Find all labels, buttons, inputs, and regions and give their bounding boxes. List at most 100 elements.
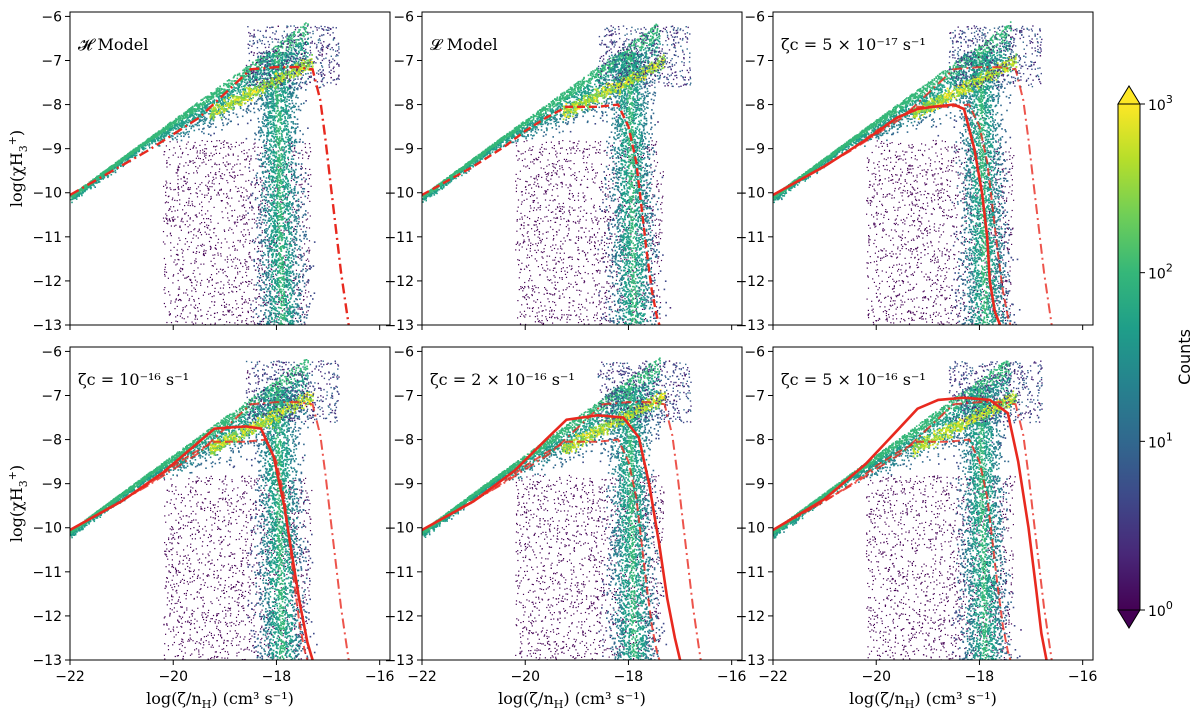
x-tick-label: −20	[861, 669, 891, 685]
y-tick-label: −8	[744, 98, 765, 114]
colorbar-bar	[1117, 103, 1141, 611]
y-tick-label: −10	[32, 521, 62, 537]
panel-2: −13 −12 −11 −10 −9 −8 −7 −6 𝓛 Model	[384, 9, 743, 334]
y-tick-label: −10	[384, 186, 414, 202]
y-tick-label: −9	[393, 477, 414, 493]
l-model-curve	[70, 438, 309, 660]
y-tick-label: −9	[744, 142, 765, 158]
y-tick-label: −6	[393, 344, 414, 360]
colorbar-extend-min	[1117, 609, 1141, 629]
l-model-curve	[422, 438, 661, 660]
panel-label: ζc = 5 × 10⁻¹⁷ s⁻¹	[781, 35, 926, 54]
x-tick-label: −16	[365, 669, 395, 685]
panel-label: ζc = 2 × 10⁻¹⁶ s⁻¹	[430, 370, 575, 389]
x-tick-label: −20	[510, 669, 540, 685]
colorbar: 100 101 102 103 Counts	[1117, 85, 1194, 629]
ionization-curve	[773, 396, 1048, 660]
colorbar-tick-label: 103	[1148, 93, 1173, 114]
y-tick-label: −6	[744, 9, 765, 25]
y-axis-label: log(χH3+)	[6, 465, 30, 542]
y-tick-label: −12	[32, 609, 62, 625]
panel-3: −13 −12 −11 −10 −9 −8 −7 −6 ζc = 5 × 10⁻¹⁷ s⁻¹	[735, 9, 1094, 334]
h-model-curve	[70, 65, 350, 325]
x-tick-label: −18	[965, 669, 995, 685]
x-tick-label: −18	[262, 669, 292, 685]
x-tick-label: −22	[758, 669, 788, 685]
y-tick-label: −7	[744, 388, 765, 404]
colorbar-tick-label: 102	[1148, 262, 1173, 283]
x-tick-label: −20	[158, 669, 188, 685]
x-tick-label: −22	[55, 669, 85, 685]
y-tick-label: −11	[32, 230, 62, 246]
y-tick-label: −7	[393, 388, 414, 404]
x-axis-label: log(ζ/nH) (cm³ s⁻¹)	[849, 689, 997, 711]
panel-5: −13 −12 −11 −10 −9 −8 −7 −6 −22 −20 −18 −16 ζc = 2 ×…	[384, 344, 746, 711]
l-model-curve	[773, 438, 1012, 660]
panel-label: ζc = 5 × 10⁻¹⁶ s⁻¹	[781, 370, 926, 389]
y-tick-label: −13	[384, 653, 414, 669]
y-tick-label: −13	[32, 653, 62, 669]
y-tick-label: −12	[384, 274, 414, 290]
histogram-cloud	[422, 23, 692, 325]
y-tick-label: −11	[735, 230, 765, 246]
panel-label: 𝓗 Model	[78, 35, 148, 54]
y-tick-label: −13	[384, 318, 414, 334]
panel-frame	[421, 346, 743, 661]
y-tick-label: −7	[41, 53, 62, 69]
panel-6: −13 −12 −11 −10 −9 −8 −7 −6 −22 −20 −18 −16 ζc = 5 ×…	[735, 344, 1097, 711]
x-axis-label: log(ζ/nH) (cm³ s⁻¹)	[498, 689, 646, 711]
y-tick-label: −10	[32, 186, 62, 202]
colorbar-tick-label: 101	[1148, 430, 1173, 451]
y-tick-label: −9	[41, 142, 62, 158]
y-tick-label: −11	[384, 230, 414, 246]
y-tick-label: −9	[744, 477, 765, 493]
x-axis-label: log(ζ/nH) (cm³ s⁻¹)	[146, 689, 294, 711]
ionization-curve	[773, 103, 1002, 325]
y-tick-label: −11	[32, 565, 62, 581]
x-tick-label: −16	[717, 669, 747, 685]
colorbar-label: Counts	[1175, 329, 1194, 385]
colorbar-extend-max	[1117, 85, 1141, 105]
y-tick-label: −11	[735, 565, 765, 581]
y-tick-label: −7	[393, 53, 414, 69]
panel-frame	[772, 11, 1094, 326]
y-tick-label: −12	[384, 609, 414, 625]
panel-frame	[421, 11, 743, 326]
y-tick-label: −10	[384, 521, 414, 537]
x-tick-label: −22	[407, 669, 437, 685]
y-tick-label: −13	[32, 318, 62, 334]
y-tick-label: −9	[41, 477, 62, 493]
colorbar-tick-label: 100	[1148, 599, 1173, 620]
y-tick-label: −6	[41, 344, 62, 360]
y-tick-label: −7	[41, 388, 62, 404]
ionization-curve	[70, 425, 314, 660]
ionization-curve	[422, 413, 682, 660]
l-model-curve	[422, 103, 661, 325]
histogram-cloud	[773, 21, 1043, 325]
y-tick-label: −13	[735, 318, 765, 334]
histogram-cloud	[422, 357, 692, 660]
y-tick-label: −6	[41, 9, 62, 25]
panels-group: −13−12−11−10−9−8−7−6𝓗 Modellog(χH3+)−13−…	[6, 9, 1098, 711]
histogram-cloud	[70, 22, 340, 325]
panel-frame	[69, 11, 391, 326]
y-tick-label: −8	[393, 98, 414, 114]
y-tick-label: −8	[41, 98, 62, 114]
panel-frame	[69, 346, 391, 661]
y-tick-label: −12	[32, 274, 62, 290]
y-tick-label: −6	[393, 9, 414, 25]
panel-1: −13 −12 −11 −10 −9 −8 −7 −6 𝓗 Model log(χH3+)	[6, 9, 391, 334]
y-tick-label: −8	[41, 433, 62, 449]
x-tick-label: −18	[614, 669, 644, 685]
y-tick-label: −9	[393, 142, 414, 158]
y-tick-label: −8	[393, 433, 414, 449]
y-tick-label: −10	[735, 521, 765, 537]
y-tick-label: −10	[735, 186, 765, 202]
y-tick-label: −12	[735, 609, 765, 625]
panel-4: −13 −12 −11 −10 −9 −8 −7 −6 −22 −20 −18 −16 ζc = 10⁻…	[6, 344, 395, 711]
y-tick-label: −11	[384, 565, 414, 581]
y-tick-label: −13	[735, 653, 765, 669]
y-tick-label: −8	[744, 433, 765, 449]
l-model-curve	[773, 103, 1012, 325]
